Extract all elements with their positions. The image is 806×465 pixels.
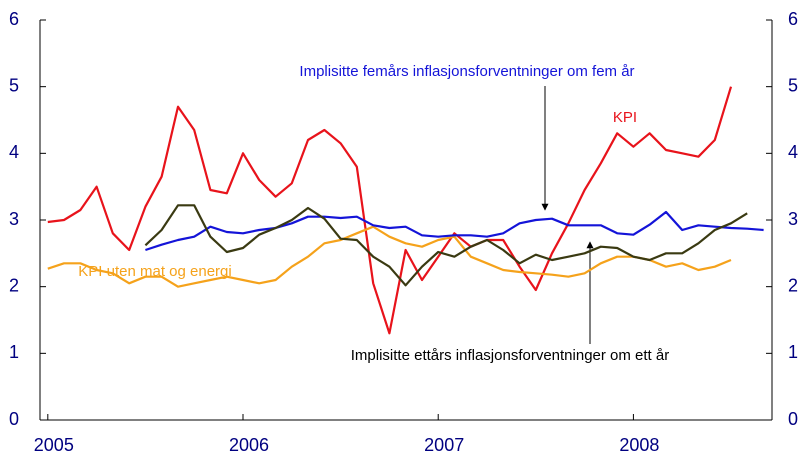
y-tick-label: 5 [9,75,19,95]
series-line [47,225,732,288]
y-tick-label: 6 [9,9,19,29]
y-tick-label: 0 [9,409,19,429]
x-tick-label: 2006 [229,435,269,455]
y-tick-label: 4 [9,142,19,162]
y2-tick-label: 3 [788,209,798,229]
y-tick-label: 2 [9,275,19,295]
y-tick-label: 1 [9,342,19,362]
y2-tick-label: 6 [788,9,798,29]
y2-tick-label: 1 [788,342,798,362]
series-label: Implisitte femårs inflasjonsforventninge… [299,63,634,80]
y2-tick-label: 4 [788,142,798,162]
series-line [47,86,733,335]
series-label: Implisitte ettårs inflasjonsforventninge… [351,347,669,364]
y2-tick-label: 0 [788,409,798,429]
y2-tick-label: 2 [788,275,798,295]
y-tick-label: 3 [9,209,19,229]
x-tick-label: 2005 [34,435,74,455]
x-tick-label: 2008 [619,435,659,455]
series-label: KPI uten mat og energi [78,263,231,280]
series-line [145,210,764,252]
series-label: KPI [613,109,637,126]
x-tick-label: 2007 [424,435,464,455]
series-line [144,204,748,287]
y2-tick-label: 5 [788,75,798,95]
